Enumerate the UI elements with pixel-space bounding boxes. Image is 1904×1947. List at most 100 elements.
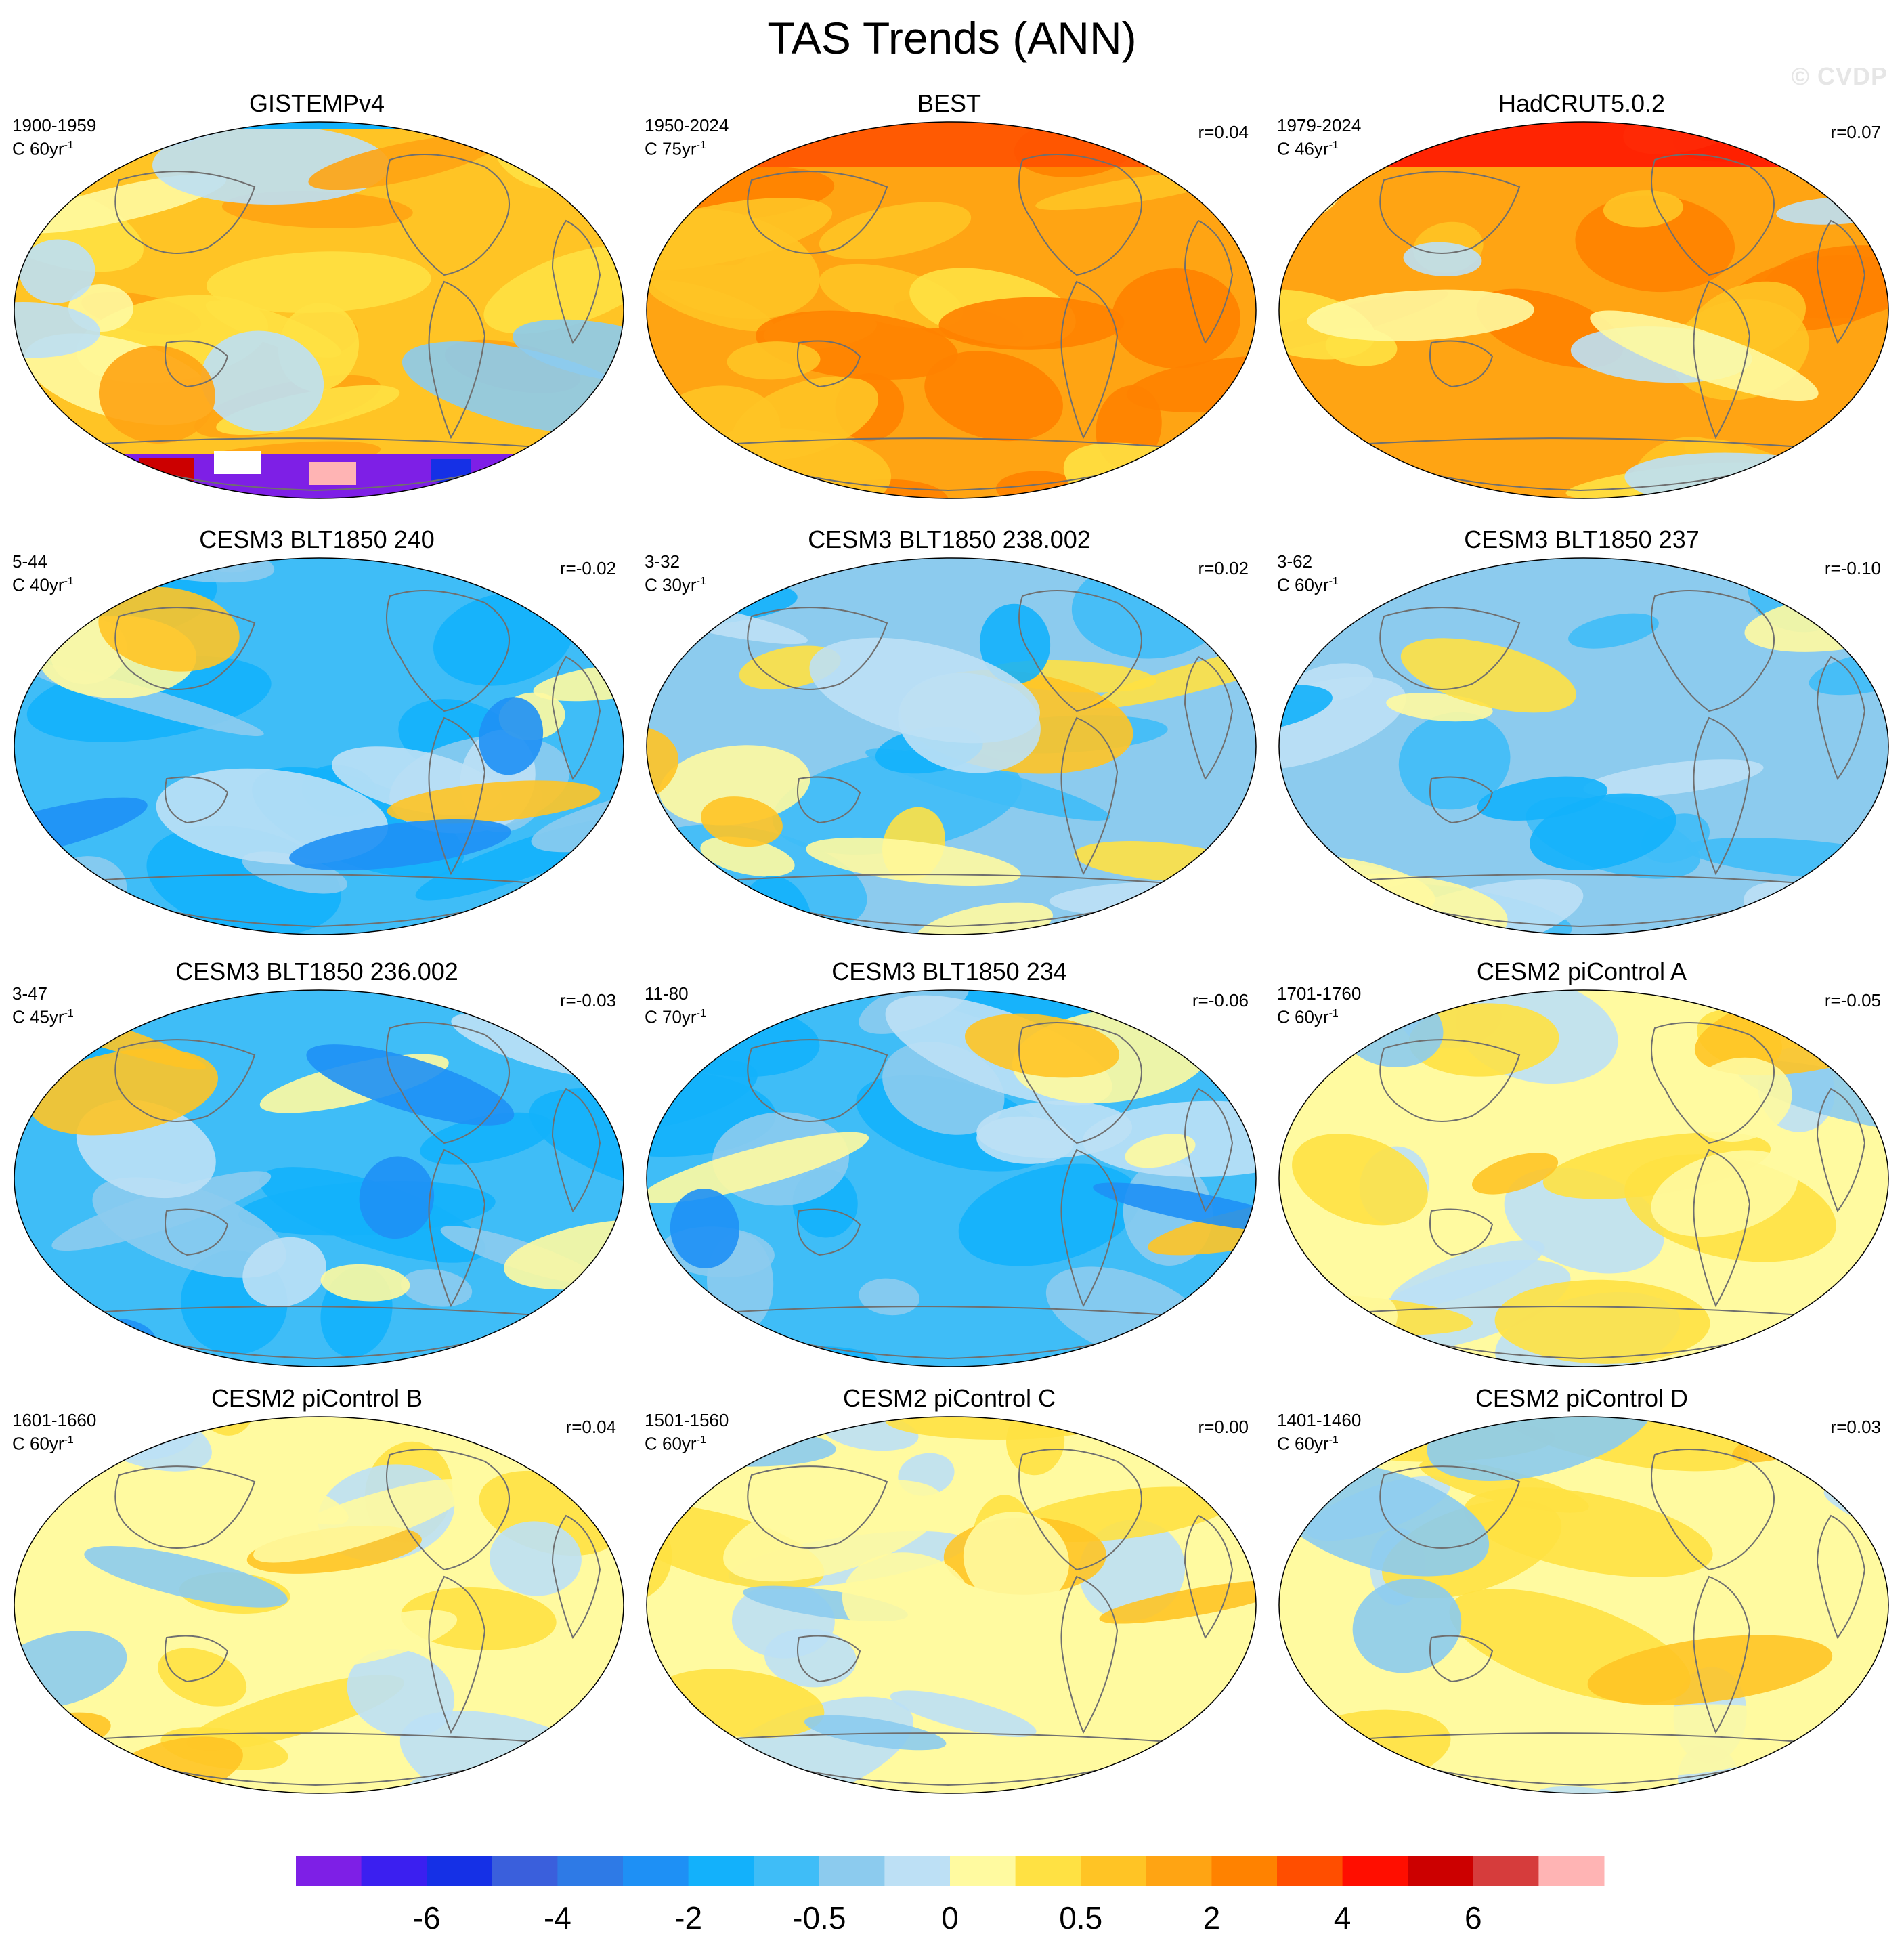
colorbar-tick-label: 0.5 <box>1059 1900 1102 1935</box>
map-border <box>14 989 624 1367</box>
trend-contour <box>1427 1417 1658 1481</box>
trend-contour <box>1472 1153 1559 1195</box>
trend-contour <box>14 301 101 358</box>
trend-contour <box>914 902 1053 935</box>
trend-contour <box>806 837 1021 886</box>
coastline <box>1429 340 1494 388</box>
coastline <box>747 1465 888 1549</box>
trend-contour <box>1463 1487 1713 1577</box>
pattern-correlation: r=-0.05 <box>1824 990 1881 1010</box>
pattern-correlation: r=-0.06 <box>1192 990 1249 1010</box>
trend-contour <box>294 1610 458 1668</box>
panel-period: 1601-1660 <box>12 1410 97 1430</box>
coastline <box>1060 1575 1119 1734</box>
coastline <box>114 1465 256 1549</box>
coastline <box>428 280 486 440</box>
colorbar: -6 -4 -2 -0.5 0 0.5 2 4 6 <box>296 1856 1605 1935</box>
map-field <box>14 558 624 935</box>
panel-units: C 60yr-1 <box>12 1433 74 1454</box>
trend-contour <box>308 135 497 190</box>
antarctic-patch <box>139 458 194 481</box>
trend-contour <box>51 1171 272 1251</box>
coastline <box>1060 716 1119 876</box>
coastline <box>386 1449 510 1571</box>
map-border <box>14 1416 624 1794</box>
coastline <box>1184 219 1234 345</box>
coastline <box>1816 1088 1866 1213</box>
panel-title: CESM3 BLT1850 240 <box>199 526 435 553</box>
coastline <box>551 656 601 781</box>
coastline <box>1429 1208 1494 1256</box>
trend-contour <box>490 1521 582 1596</box>
map-field <box>14 1417 624 1793</box>
colorbar-swatch <box>1473 1856 1539 1886</box>
trend-contour <box>659 745 810 826</box>
panel-units: C 60yr-1 <box>1277 574 1339 595</box>
panel-period: 3-32 <box>645 551 680 572</box>
colorbar-tick-label: -0.5 <box>792 1900 846 1935</box>
trend-contour <box>242 1237 326 1307</box>
arctic-warming-band <box>1279 122 1888 167</box>
trend-contour <box>700 836 795 877</box>
coastline <box>114 171 256 254</box>
trend-contour <box>647 209 820 320</box>
trend-contour <box>513 319 624 383</box>
coastline <box>1816 656 1866 781</box>
pattern-correlation: r=-0.02 <box>559 558 616 578</box>
robinson-map <box>1278 1416 1889 1794</box>
robinson-map <box>1278 989 1889 1367</box>
trend-contour <box>479 697 544 775</box>
trend-contour <box>420 1112 553 1165</box>
panel-units: C 40yr-1 <box>12 574 74 595</box>
coastline <box>428 716 486 876</box>
colorbar-tick-label: -2 <box>674 1900 702 1935</box>
panel-title: CESM2 piControl A <box>1476 958 1687 985</box>
panel-units: C 60yr-1 <box>645 1433 706 1454</box>
coastline <box>1816 219 1866 345</box>
map-field <box>14 122 624 498</box>
map-border <box>1278 557 1889 935</box>
coastline <box>1651 1449 1775 1571</box>
colorbar-swatch <box>1342 1856 1408 1886</box>
coastline <box>165 776 229 824</box>
map-panel: CESM2 piControl B 1601-1660 C 60yr-1 r=0.04 <box>0 1383 634 1803</box>
trend-contour <box>979 603 1051 684</box>
trend-contour <box>890 1690 1037 1738</box>
trend-contour <box>320 1264 410 1302</box>
map-panel: CESM3 BLT1850 234 11-80 C 70yr-1 r=-0.06 <box>632 956 1266 1376</box>
map-border <box>646 1416 1257 1794</box>
trend-contour <box>1563 1704 1802 1776</box>
trend-contour <box>1125 1134 1196 1168</box>
trend-contour <box>885 1417 1112 1440</box>
coastline <box>1379 171 1521 254</box>
trend-contour <box>306 1044 515 1126</box>
trend-contour <box>1279 677 1406 771</box>
map-panel: CESM2 piControl D 1401-1460 C 60yr-1 r=0.03 <box>1265 1383 1899 1803</box>
map-field <box>14 990 624 1367</box>
trend-contour <box>1685 1057 1792 1142</box>
trend-contour <box>519 1313 601 1367</box>
panel-period: 1950-2024 <box>645 115 729 135</box>
map-border <box>646 557 1257 935</box>
trend-contour <box>1400 638 1576 713</box>
trend-contour <box>98 586 240 672</box>
trend-contour <box>1079 1520 1186 1621</box>
trend-contour <box>400 1269 473 1307</box>
trend-contour <box>1825 864 1888 935</box>
panel-title: CESM3 BLT1850 234 <box>831 958 1067 985</box>
trend-contour <box>1542 1132 1771 1199</box>
panel-period: 1501-1560 <box>645 1410 729 1430</box>
colorbar-swatch <box>1408 1856 1474 1886</box>
coastline <box>1693 1575 1751 1734</box>
panel-period: 1900-1959 <box>12 115 97 135</box>
trend-contour <box>253 1479 473 1563</box>
trend-contour <box>387 780 601 824</box>
trend-contour <box>158 1648 247 1707</box>
coastline <box>114 607 256 690</box>
coastline <box>551 1514 601 1640</box>
colorbar-swatch <box>427 1856 493 1886</box>
coastline <box>747 607 888 690</box>
trend-contour <box>14 479 178 498</box>
trend-contour <box>804 1715 947 1751</box>
arctic-band <box>14 122 624 129</box>
